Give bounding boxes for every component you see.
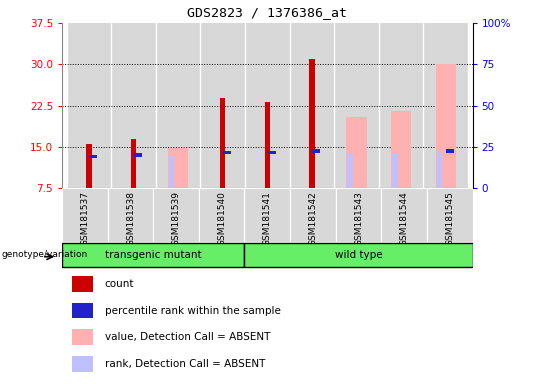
Bar [334, 23, 379, 188]
Text: count: count [105, 279, 134, 289]
Text: transgenic mutant: transgenic mutant [105, 250, 201, 260]
Bar [111, 23, 156, 188]
Text: GSM181538: GSM181538 [126, 191, 135, 246]
Bar [423, 23, 468, 188]
Bar [265, 102, 270, 188]
Text: GSM181543: GSM181543 [354, 191, 363, 246]
Text: GSM181545: GSM181545 [445, 191, 454, 246]
Text: GSM181537: GSM181537 [80, 191, 90, 246]
Bar [312, 149, 320, 153]
Bar [392, 153, 397, 188]
Bar [381, 188, 427, 242]
Bar [379, 23, 423, 188]
Bar [89, 155, 97, 159]
Bar [72, 276, 93, 291]
Text: percentile rank within the sample: percentile rank within the sample [105, 306, 281, 316]
Bar [267, 151, 275, 154]
Bar [168, 148, 188, 188]
Bar [347, 117, 367, 188]
Bar [220, 98, 225, 188]
Text: GSM181541: GSM181541 [263, 191, 272, 246]
Bar [245, 23, 289, 188]
Bar [223, 151, 231, 154]
Bar [62, 188, 107, 242]
Text: wild type: wild type [335, 250, 382, 260]
Bar [86, 144, 92, 188]
Text: GSM181544: GSM181544 [400, 191, 409, 246]
Text: GSM181540: GSM181540 [217, 191, 226, 246]
Bar [169, 156, 174, 188]
Bar [309, 59, 315, 188]
Text: value, Detection Call = ABSENT: value, Detection Call = ABSENT [105, 332, 270, 342]
Bar [446, 149, 454, 153]
Title: GDS2823 / 1376386_at: GDS2823 / 1376386_at [187, 6, 347, 19]
Bar [436, 151, 442, 188]
Bar [199, 188, 245, 242]
Bar [289, 23, 334, 188]
Text: GSM181542: GSM181542 [308, 191, 318, 246]
Bar [72, 303, 93, 318]
Bar [107, 188, 153, 242]
Bar [391, 111, 411, 188]
Bar [66, 23, 111, 188]
Bar [156, 23, 200, 188]
Bar [72, 356, 93, 372]
Bar [153, 188, 199, 242]
Text: rank, Detection Call = ABSENT: rank, Detection Call = ABSENT [105, 359, 265, 369]
Text: genotype/variation: genotype/variation [1, 250, 87, 259]
Bar [436, 64, 456, 188]
FancyBboxPatch shape [62, 243, 245, 268]
FancyBboxPatch shape [245, 243, 472, 268]
Bar [347, 153, 353, 188]
Bar [427, 188, 472, 242]
Bar [200, 23, 245, 188]
Bar [134, 154, 142, 157]
Bar [290, 188, 336, 242]
Bar [72, 329, 93, 345]
Text: GSM181539: GSM181539 [172, 191, 180, 246]
Bar [245, 188, 290, 242]
Bar [131, 139, 136, 188]
Bar [336, 188, 381, 242]
